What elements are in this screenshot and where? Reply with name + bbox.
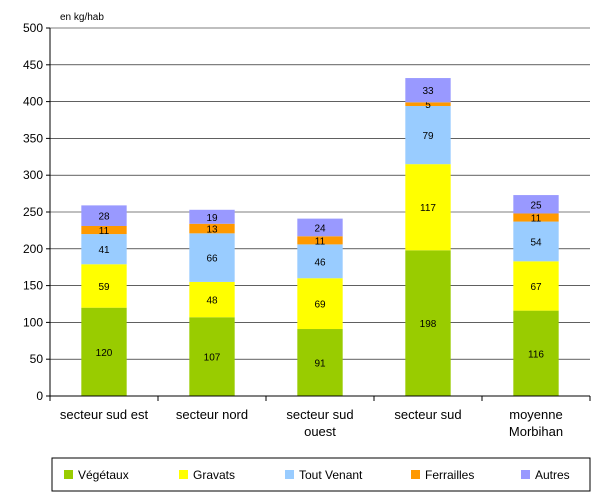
bar-segment [297, 329, 343, 396]
data-label: 116 [528, 349, 544, 360]
data-label: 46 [314, 257, 326, 268]
legend-label: Tout Venant [299, 468, 363, 482]
bar-segment [189, 223, 235, 234]
y-tick-label: 300 [23, 168, 43, 182]
legend-swatch [411, 470, 420, 479]
legend-swatch [179, 470, 188, 479]
bar-segment [405, 250, 451, 396]
data-label: 91 [314, 359, 326, 370]
bar-segment [81, 225, 127, 235]
bar-segment [189, 317, 235, 396]
data-label: 59 [98, 282, 110, 293]
data-label: 11 [99, 226, 110, 237]
y-tick-label: 450 [23, 58, 43, 72]
y-tick-label: 250 [23, 205, 43, 219]
y-tick-label: 50 [30, 352, 44, 366]
x-tick-label: moyenne [509, 407, 562, 422]
x-tick-label: Morbihan [509, 424, 563, 439]
data-label: 19 [206, 213, 218, 224]
data-label: 79 [422, 131, 434, 142]
y-tick-label: 150 [23, 279, 43, 293]
legend: Végétaux Gravats Tout Venant Ferrailles Autr… [51, 457, 591, 492]
data-label: 69 [314, 300, 326, 311]
legend-swatch [285, 470, 294, 479]
bar-segment [189, 281, 235, 318]
x-tick-label: secteur sud [394, 407, 461, 422]
data-label: 67 [530, 282, 542, 293]
bar-segment [513, 221, 559, 262]
unit-label: en kg/hab [60, 12, 104, 23]
x-tick-label: secteur sud [286, 407, 353, 422]
bar-segment [81, 264, 127, 308]
bar-segment [405, 102, 451, 107]
bar-segment [189, 233, 235, 282]
data-label: 24 [314, 223, 326, 234]
data-label: 11 [531, 214, 542, 225]
bar-segment [297, 218, 343, 237]
data-label: 48 [206, 296, 218, 307]
bar-segment [513, 213, 559, 222]
y-tick-label: 0 [36, 389, 43, 403]
x-tick-label: ouest [304, 424, 336, 439]
x-axis: secteur sud est secteur nord secteur sud ou… [49, 395, 591, 439]
bar-segment [81, 205, 127, 226]
data-label: 28 [98, 212, 110, 223]
bar-segment [513, 310, 559, 396]
bar-segment [405, 78, 451, 103]
bar-segment [513, 195, 559, 214]
y-tick-label: 500 [23, 21, 43, 35]
bar-segment [297, 236, 343, 245]
legend-label: Gravats [193, 468, 235, 482]
bar-segment [189, 209, 235, 224]
y-tick-label: 200 [23, 242, 43, 256]
y-tick-label: 350 [23, 131, 43, 145]
data-label: 13 [206, 225, 218, 236]
legend-swatch [64, 470, 73, 479]
legend-label: Autres [535, 468, 570, 482]
data-label: 54 [530, 237, 542, 248]
data-label: 25 [530, 200, 542, 211]
x-tick-label: secteur sud est [60, 407, 149, 422]
data-label: 66 [206, 254, 218, 265]
x-tick-label: secteur nord [176, 407, 248, 422]
legend-label: Ferrailles [425, 468, 474, 482]
legend-swatch [521, 470, 530, 479]
bar-segment [81, 307, 127, 396]
data-label: 33 [422, 86, 434, 97]
data-label: 198 [420, 319, 437, 330]
data-label: 117 [420, 203, 436, 214]
data-label: 107 [204, 353, 221, 364]
bar-segment [405, 106, 451, 165]
legend-label: Végétaux [78, 468, 129, 482]
bar-segment [297, 244, 343, 279]
y-tick-label: 400 [23, 95, 43, 109]
data-label: 41 [98, 245, 110, 256]
y-tick-label: 100 [23, 315, 43, 329]
bar-segment [405, 164, 451, 251]
data-label: 120 [96, 348, 113, 359]
y-axis: 0 50 100 150 200 250 300 350 400 450 500 [23, 21, 51, 403]
bar-segment [81, 234, 127, 265]
bar-segment [297, 278, 343, 330]
data-label: 5 [425, 100, 431, 111]
legend-frame [51, 457, 591, 492]
data-label: 11 [315, 236, 326, 247]
bar-segment [513, 261, 559, 311]
